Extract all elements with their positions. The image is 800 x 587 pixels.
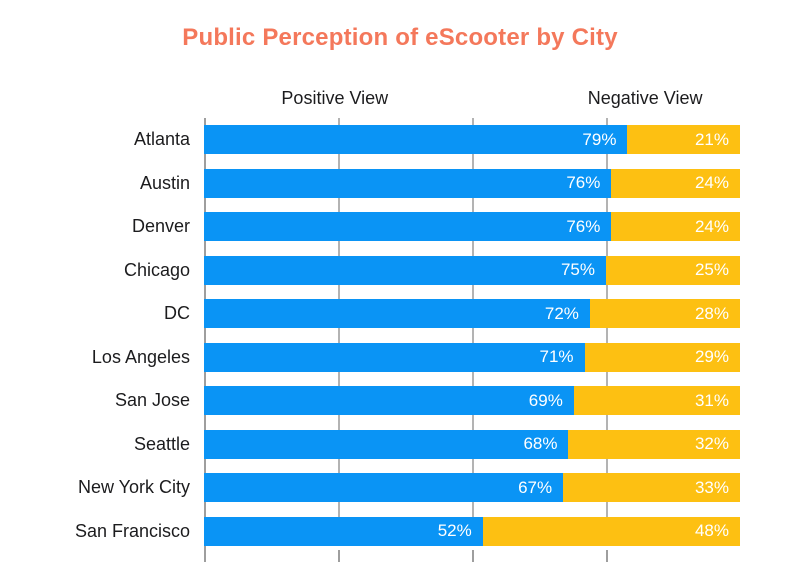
bar-rows: Atlanta 79% 21% Austin 76% 24% Denver 76… bbox=[0, 125, 740, 560]
positive-bar-segment: 72% bbox=[204, 299, 590, 328]
negative-value-label: 24% bbox=[694, 173, 729, 192]
negative-bar-segment: 21% bbox=[627, 125, 740, 154]
negative-bar-segment: 32% bbox=[568, 429, 740, 459]
negative-bar-segment: 25% bbox=[606, 255, 740, 285]
bar-track: 71% 29% bbox=[204, 342, 740, 372]
negative-bar-segment: 33% bbox=[563, 473, 740, 502]
positive-bar-segment: 52% bbox=[204, 516, 483, 546]
negative-value-label: 33% bbox=[694, 477, 729, 497]
negative-bar-segment: 24% bbox=[611, 212, 740, 241]
chart-row: Chicago 75% 25% bbox=[0, 255, 740, 285]
negative-bar-segment: 28% bbox=[589, 299, 740, 328]
stacked-bar-chart: Positive View Negative View Atlanta 79% … bbox=[0, 88, 800, 568]
positive-value-label: 69% bbox=[528, 390, 563, 410]
positive-bar-segment: 75% bbox=[204, 255, 606, 285]
positive-bar-segment: 69% bbox=[204, 386, 574, 415]
bar-track: 72% 28% bbox=[204, 299, 740, 328]
chart-row: New York City 67% 33% bbox=[0, 473, 740, 502]
city-label: Chicago bbox=[123, 259, 190, 280]
negative-value-label: 24% bbox=[694, 216, 729, 236]
chart-row: Denver 76% 24% bbox=[0, 212, 740, 241]
negative-value-label: 25% bbox=[694, 260, 729, 279]
negative-bar-segment: 29% bbox=[584, 342, 740, 372]
positive-bar-segment: 76% bbox=[204, 212, 612, 241]
positive-bar-segment: 71% bbox=[204, 342, 585, 372]
negative-value-label: 29% bbox=[694, 347, 729, 366]
negative-bar-segment: 31% bbox=[573, 386, 740, 415]
bar-track: 69% 31% bbox=[204, 386, 740, 415]
city-label: Seattle bbox=[133, 433, 190, 454]
city-label: San Jose bbox=[114, 390, 190, 410]
chart-row: San Francisco 52% 48% bbox=[0, 516, 740, 546]
negative-bar-segment: 24% bbox=[611, 168, 740, 198]
positive-value-label: 72% bbox=[544, 303, 579, 323]
axis-tick-50 bbox=[472, 550, 474, 562]
positive-value-label: 79% bbox=[582, 129, 617, 149]
chart-row: San Jose 69% 31% bbox=[0, 386, 740, 415]
chart-row: Austin 76% 24% bbox=[0, 168, 740, 198]
chart-title: Public Perception of eScooter by City bbox=[182, 24, 618, 51]
city-label: New York City bbox=[77, 477, 190, 497]
city-label: Atlanta bbox=[133, 129, 190, 149]
positive-value-label: 75% bbox=[560, 260, 595, 279]
positive-bar-segment: 67% bbox=[204, 473, 564, 502]
bar-track: 52% 48% bbox=[204, 516, 740, 546]
positive-bar-segment: 68% bbox=[204, 429, 569, 459]
positive-value-label: 68% bbox=[523, 434, 558, 453]
city-label: Austin bbox=[139, 172, 190, 193]
city-label: Denver bbox=[131, 216, 190, 236]
negative-bar-segment: 48% bbox=[482, 516, 740, 546]
chart-row: DC 72% 28% bbox=[0, 299, 740, 328]
chart-row: Los Angeles 71% 29% bbox=[0, 342, 740, 372]
city-label: DC bbox=[164, 303, 190, 323]
positive-value-label: 67% bbox=[518, 477, 553, 497]
positive-value-label: 52% bbox=[437, 521, 472, 540]
positive-value-label: 76% bbox=[566, 173, 601, 192]
gridline-25 bbox=[338, 118, 340, 546]
positive-value-label: 76% bbox=[566, 216, 601, 236]
gridline-75 bbox=[606, 118, 608, 546]
city-label: Los Angeles bbox=[91, 346, 190, 367]
bar-track: 76% 24% bbox=[204, 168, 740, 198]
bar-track: 76% 24% bbox=[204, 212, 740, 241]
gridline-50 bbox=[472, 118, 474, 546]
negative-view-header: Negative View bbox=[587, 88, 703, 108]
chart-row: Atlanta 79% 21% bbox=[0, 125, 740, 154]
bar-track: 67% 33% bbox=[204, 473, 740, 502]
column-headers: Positive View Negative View bbox=[204, 88, 740, 112]
bar-track: 79% 21% bbox=[204, 125, 740, 154]
negative-value-label: 31% bbox=[694, 390, 729, 410]
bar-track: 75% 25% bbox=[204, 255, 740, 285]
axis-tick-75 bbox=[606, 550, 608, 562]
plot-grid-layer bbox=[204, 118, 740, 562]
negative-value-label: 48% bbox=[694, 521, 729, 540]
bar-track: 68% 32% bbox=[204, 429, 740, 459]
positive-bar-segment: 76% bbox=[204, 168, 612, 198]
positive-view-header: Positive View bbox=[281, 88, 389, 108]
positive-value-label: 71% bbox=[539, 347, 574, 366]
axis-tick-25 bbox=[338, 550, 340, 562]
positive-bar-segment: 79% bbox=[204, 125, 628, 154]
city-label: San Francisco bbox=[74, 520, 190, 541]
negative-value-label: 28% bbox=[694, 303, 729, 323]
chart-row: Seattle 68% 32% bbox=[0, 429, 740, 459]
y-axis-line bbox=[204, 118, 206, 562]
negative-value-label: 21% bbox=[694, 129, 729, 149]
negative-value-label: 32% bbox=[694, 434, 729, 453]
